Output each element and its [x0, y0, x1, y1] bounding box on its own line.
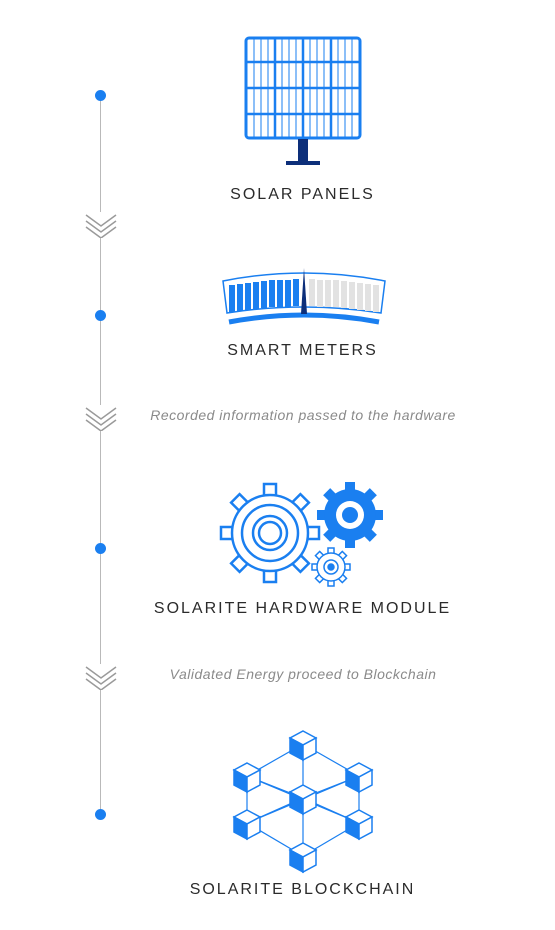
caption-recorded-information: Recorded information passed to the hardw… [150, 407, 456, 423]
smart-meter-icon [221, 268, 387, 335]
timeline-dot-blockchain [95, 809, 106, 820]
gears-icon [218, 481, 388, 594]
chevron-down-icon [84, 664, 118, 690]
stage-label-hardware-module: SOLARITE HARDWARE MODULE [153, 600, 452, 617]
caption-validated-energy: Validated Energy proceed to Blockchain [169, 666, 437, 682]
timeline-dot-solar-panels [95, 90, 106, 101]
timeline-dot-hardware-module [95, 543, 106, 554]
stage-label-blockchain: SOLARITE BLOCKCHAIN [189, 881, 416, 898]
timeline-dot-smart-meters [95, 310, 106, 321]
chevron-down-icon [84, 405, 118, 431]
stage-label-smart-meters: SMART METERS [227, 342, 378, 359]
chevron-down-icon [84, 212, 118, 238]
blockchain-icon [227, 726, 379, 881]
solar-panel-icon [243, 36, 363, 173]
stage-label-solar-panels: SOLAR PANELS [230, 186, 375, 203]
timeline-line [100, 95, 101, 815]
